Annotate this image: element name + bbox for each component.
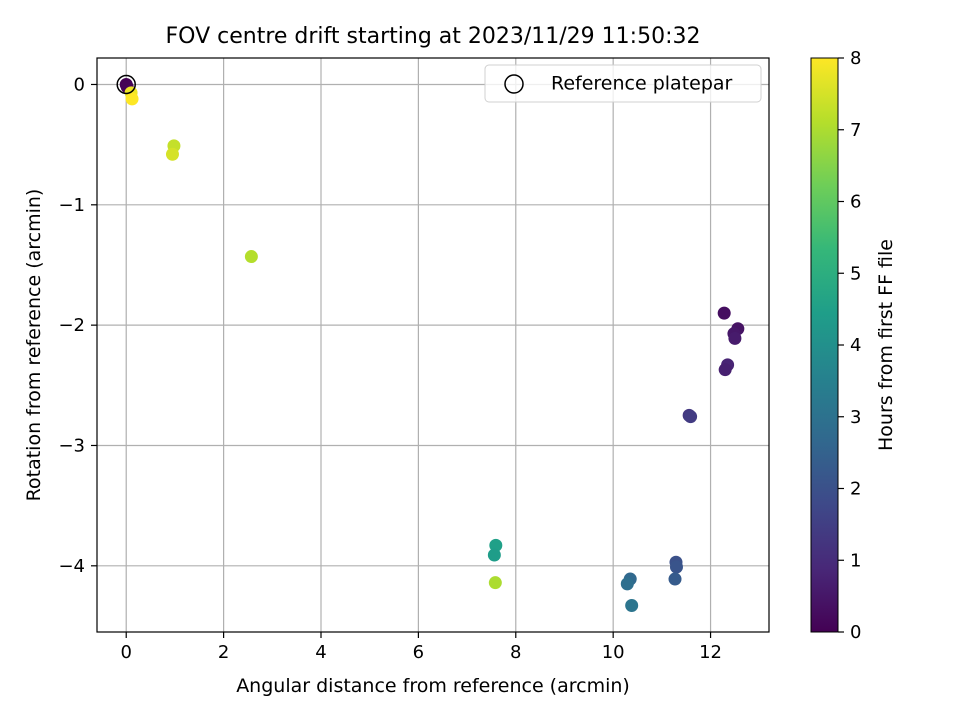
y-tick-label: −3 bbox=[58, 435, 85, 456]
data-point bbox=[684, 410, 698, 424]
x-tick-label: 0 bbox=[120, 642, 131, 663]
x-tick-label: 8 bbox=[510, 642, 521, 663]
legend-marker-hollow-circle bbox=[504, 74, 524, 94]
reference-platepar-marker bbox=[116, 74, 136, 95]
legend-label: Reference platepar bbox=[551, 73, 733, 95]
y-tick-label: −2 bbox=[58, 315, 85, 336]
data-point bbox=[165, 147, 179, 161]
x-axis-ticks: 0 2 4 6 8 10 12 bbox=[120, 632, 722, 663]
data-point bbox=[125, 92, 139, 106]
x-tick-label: 10 bbox=[602, 642, 625, 663]
grid-lines bbox=[97, 58, 769, 632]
x-tick-label: 4 bbox=[315, 642, 326, 663]
x-tick-label: 6 bbox=[413, 642, 424, 663]
data-point bbox=[625, 599, 639, 613]
y-tick-label: 0 bbox=[74, 74, 85, 95]
colorbar-tick-label: 5 bbox=[850, 263, 861, 284]
colorbar-tick-label: 2 bbox=[850, 479, 861, 500]
data-point bbox=[489, 538, 503, 552]
data-point bbox=[488, 576, 502, 590]
x-tick-label: 12 bbox=[699, 642, 722, 663]
colorbar-tick-label: 7 bbox=[850, 120, 861, 141]
plot-frame bbox=[96, 57, 770, 633]
data-point bbox=[718, 363, 732, 377]
y-tick-label: −4 bbox=[58, 556, 85, 577]
y-axis-label: Rotation from reference (arcmin) bbox=[23, 189, 45, 502]
data-point bbox=[620, 577, 634, 591]
colorbar: 0 1 2 3 4 5 6 7 8 Hours from first FF file bbox=[810, 48, 897, 643]
y-axis-ticks: 0 −1 −2 −3 −4 bbox=[58, 74, 97, 577]
colorbar-tick-label: 8 bbox=[850, 48, 861, 69]
data-point bbox=[669, 560, 683, 574]
legend: Reference platepar bbox=[484, 64, 762, 103]
x-tick-label: 2 bbox=[218, 642, 229, 663]
colorbar-ticks: 0 1 2 3 4 5 6 7 8 bbox=[838, 48, 861, 643]
data-point bbox=[487, 548, 501, 562]
reference-marker-layer bbox=[116, 74, 136, 95]
colorbar-gradient bbox=[810, 57, 839, 633]
x-axis-label: Angular distance from reference (arcmin) bbox=[236, 675, 630, 697]
data-point bbox=[244, 250, 258, 264]
colorbar-tick-label: 1 bbox=[850, 550, 861, 571]
colorbar-label: Hours from first FF file bbox=[875, 239, 897, 451]
legend-box bbox=[484, 64, 762, 103]
colorbar-tick-label: 4 bbox=[850, 335, 861, 356]
data-points bbox=[119, 77, 745, 613]
colorbar-tick-label: 3 bbox=[850, 407, 861, 428]
data-point bbox=[668, 572, 682, 586]
y-tick-label: −1 bbox=[58, 195, 85, 216]
data-point bbox=[728, 331, 742, 345]
data-point bbox=[717, 306, 731, 320]
chart-title: FOV centre drift starting at 2023/11/29 … bbox=[166, 24, 701, 49]
colorbar-tick-label: 6 bbox=[850, 192, 861, 213]
colorbar-tick-label: 0 bbox=[850, 622, 861, 643]
